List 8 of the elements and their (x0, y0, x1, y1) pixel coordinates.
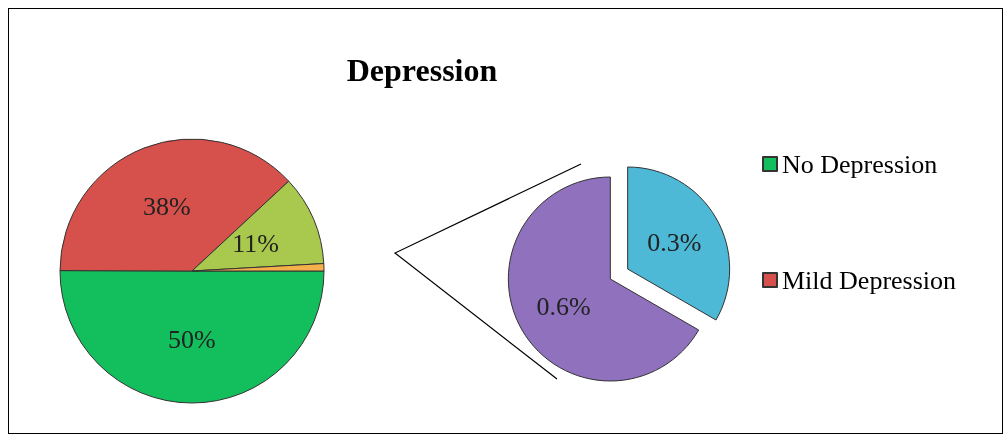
legend-label: No Depression (782, 149, 938, 179)
chart-title: Depression (346, 52, 498, 88)
data-label: 38% (143, 192, 191, 222)
data-label: 0.6% (536, 291, 591, 321)
data-label: 50% (168, 325, 216, 355)
legend-label: Mild Depression (782, 265, 957, 295)
data-label: 11% (232, 229, 279, 259)
data-label: 0.3% (647, 227, 702, 257)
